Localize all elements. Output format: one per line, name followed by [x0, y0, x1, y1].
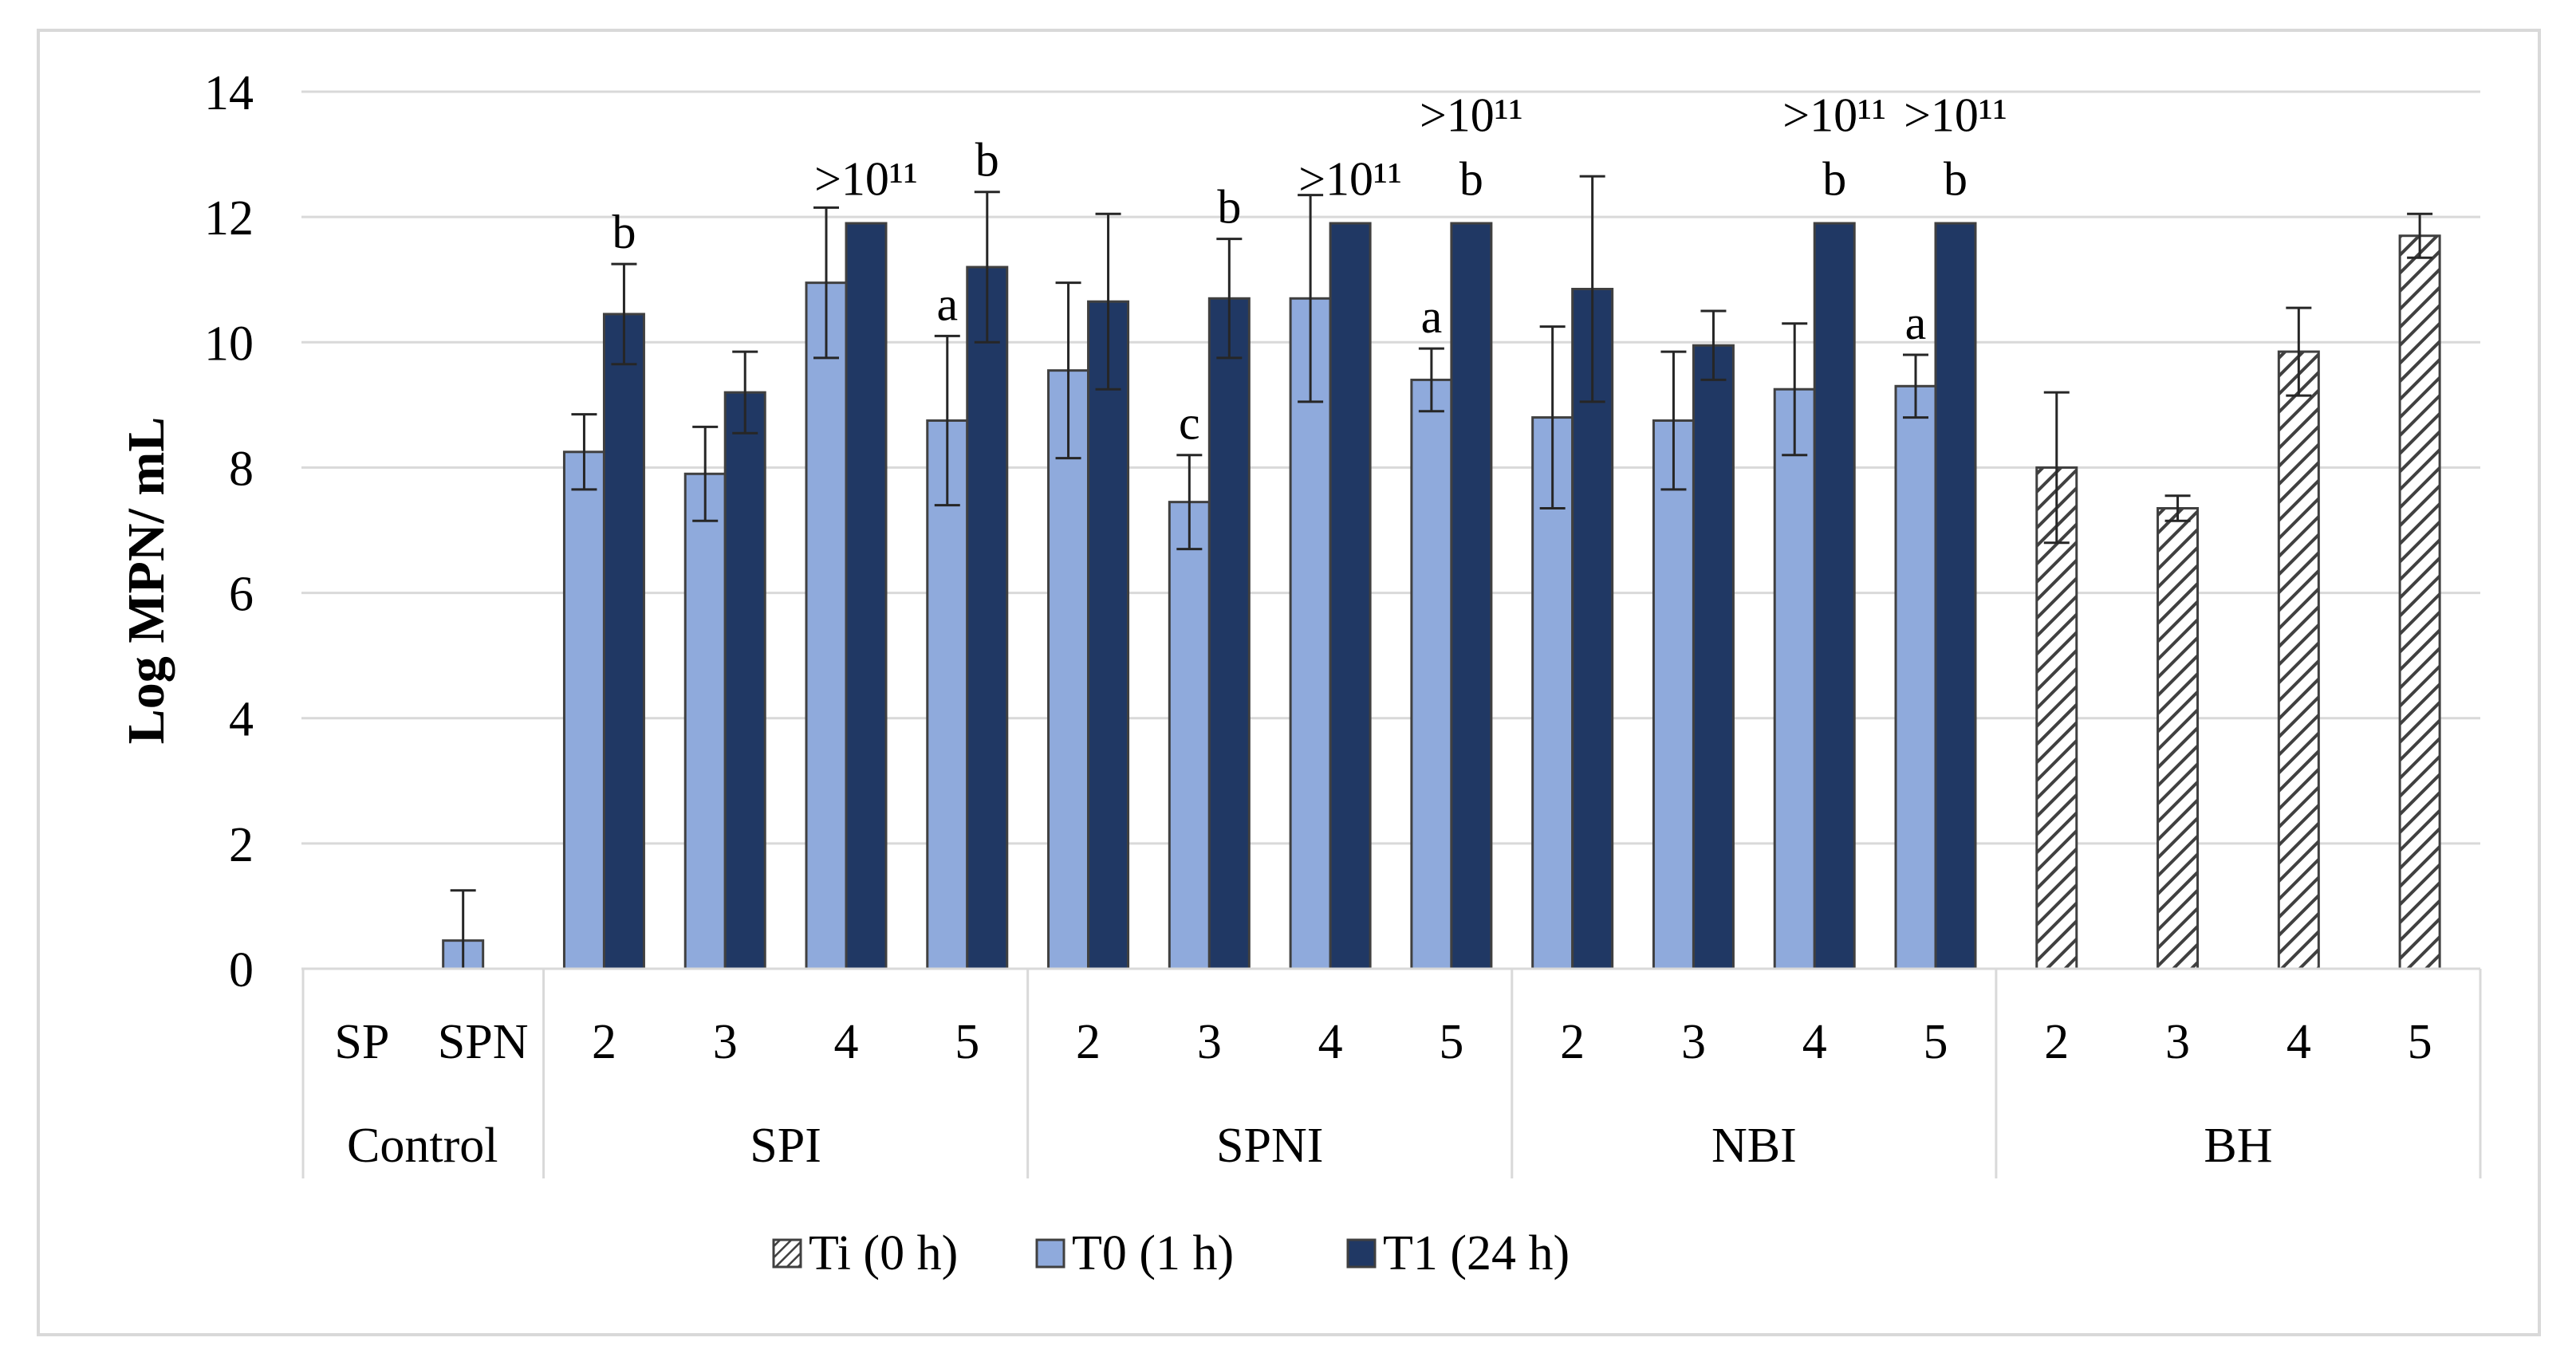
x-tick-label: 2 — [592, 1015, 616, 1069]
bar-t0 — [1168, 501, 1211, 970]
x-tick-label: SP — [334, 1015, 389, 1069]
bar-annotation: a — [1421, 290, 1443, 343]
x-tick-label: 5 — [955, 1015, 979, 1069]
legend-swatch — [772, 1238, 802, 1269]
y-tick-label: 6 — [229, 568, 254, 622]
bar-t0 — [1652, 419, 1695, 970]
x-tick-label: 3 — [1197, 1015, 1222, 1069]
x-group-label: NBI — [1711, 1119, 1797, 1173]
x-group-label: BH — [2204, 1119, 2272, 1173]
error-bars — [450, 175, 2433, 970]
bar-annotation: b — [1217, 181, 1241, 234]
bar-t0 — [1047, 369, 1090, 970]
bar-t0 — [1410, 378, 1453, 970]
bar-annotation: >10¹¹ — [1782, 89, 1886, 141]
bar-t1 — [1207, 297, 1251, 970]
bar-t0 — [683, 472, 727, 970]
bar-t1 — [966, 266, 1009, 970]
x-tick-label: 4 — [1802, 1015, 1827, 1069]
legend-swatch — [1346, 1238, 1377, 1269]
legend-label: Ti (0 h) — [809, 1226, 958, 1280]
legend-label: T1 (24 h) — [1383, 1226, 1570, 1280]
bar-ti — [2035, 466, 2078, 970]
x-tick-label: 4 — [2286, 1015, 2311, 1069]
x-tick-label: 3 — [1681, 1015, 1706, 1069]
bar-t1 — [1692, 344, 1735, 970]
x-tick-label: 3 — [2165, 1015, 2190, 1069]
y-tick-label: 12 — [204, 191, 254, 246]
bar-t1 — [1329, 222, 1372, 970]
bar-annotation: b — [612, 206, 636, 258]
y-tick-label: 0 — [229, 943, 254, 997]
bar-ti — [2398, 234, 2441, 970]
gridlines — [301, 90, 2480, 845]
y-tick-label: 10 — [204, 317, 254, 371]
x-tick-label: 5 — [1439, 1015, 1463, 1069]
y-axis-label: Log MPN/ mL — [117, 417, 175, 745]
bars — [442, 222, 2441, 970]
bar-t1 — [1087, 300, 1130, 970]
bar-t1 — [845, 222, 888, 970]
bar-annotation: a — [1905, 297, 1927, 349]
bar-t0 — [1289, 297, 1332, 970]
bar-t0 — [1894, 384, 1937, 970]
x-axis: SP SPN Control 2 3 4 5 SPI 2 3 4 5 SPNI 2 3 4 5 NBI 2 3 4 5 BH — [301, 967, 2482, 1178]
bar-annotation: b — [1459, 152, 1483, 205]
x-tick-label: 4 — [1318, 1015, 1343, 1069]
bar-ti — [2277, 350, 2320, 970]
bar-t1 — [1934, 222, 1977, 970]
x-group-label: SPNI — [1216, 1119, 1323, 1173]
y-tick-label: 4 — [229, 693, 254, 747]
bar-t1 — [1450, 222, 1493, 970]
x-tick-label: 5 — [1924, 1015, 1948, 1069]
bar-annotation: >10¹¹ — [814, 152, 918, 205]
bar-annotation: b — [975, 134, 999, 187]
bar-t0 — [805, 281, 848, 970]
y-axis-ticks: 0 2 4 6 8 10 12 14 — [204, 66, 254, 997]
legend-swatch — [1035, 1238, 1065, 1269]
bar-annotations: b >10¹¹ a b c b >10¹¹ a >10¹¹ b >10¹¹ b a >10¹¹ b — [612, 89, 2007, 449]
bar-annotation: >10¹¹ — [1904, 89, 2007, 141]
bar-annotation: b — [1944, 152, 1967, 205]
bar-t1 — [723, 391, 766, 970]
bar-ti — [2157, 507, 2200, 970]
bar-t1 — [1813, 222, 1856, 970]
legend: Ti (0 h) T0 (1 h) T1 (24 h) — [772, 1226, 1570, 1280]
x-tick-label: 2 — [1560, 1015, 1585, 1069]
bar-t0 — [1773, 387, 1816, 970]
x-group-label: Control — [347, 1119, 498, 1173]
bar-t0 — [562, 450, 605, 970]
x-group-label: SPI — [750, 1119, 821, 1173]
x-tick-label: 3 — [713, 1015, 738, 1069]
bar-t1 — [602, 313, 645, 970]
y-tick-label: 8 — [229, 442, 254, 496]
bar-annotation: b — [1822, 152, 1846, 205]
y-tick-label: 14 — [204, 66, 254, 120]
y-tick-label: 2 — [229, 818, 254, 872]
bar-annotation: >10¹¹ — [1420, 89, 1523, 141]
x-tick-label: 4 — [834, 1015, 859, 1069]
bar-annotation: >10¹¹ — [1298, 152, 1402, 205]
bar-annotation: c — [1179, 397, 1200, 450]
bar-t0 — [926, 419, 969, 970]
bar-annotation: a — [936, 277, 958, 330]
legend-label: T0 (1 h) — [1072, 1226, 1234, 1280]
chart-border — [37, 29, 2541, 1336]
x-tick-label: SPN — [438, 1015, 529, 1069]
x-tick-label: 5 — [2408, 1015, 2432, 1069]
x-tick-label: 2 — [1076, 1015, 1101, 1069]
x-tick-label: 2 — [2044, 1015, 2069, 1069]
